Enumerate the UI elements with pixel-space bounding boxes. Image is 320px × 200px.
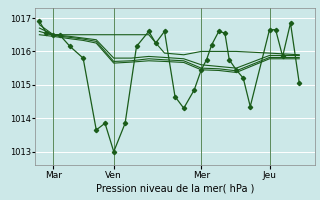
X-axis label: Pression niveau de la mer( hPa ): Pression niveau de la mer( hPa ) xyxy=(96,184,254,194)
